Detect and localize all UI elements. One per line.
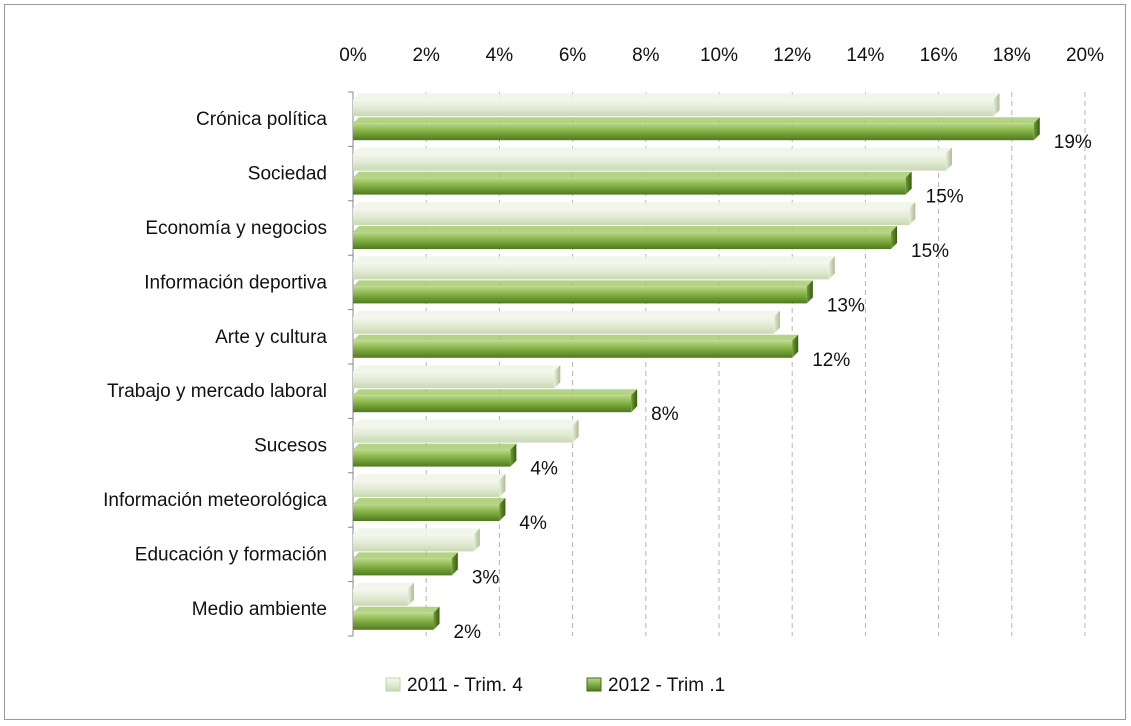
x-tick-label: 8% [632, 45, 660, 66]
x-tick-label: 12% [773, 45, 811, 66]
bar-2011-trim4 [353, 582, 414, 606]
x-tick-label: 6% [559, 45, 587, 66]
category-label: Sociedad [248, 164, 327, 185]
bar-2012-trim1 [353, 226, 898, 249]
x-tick-label: 2% [412, 45, 440, 66]
bar-2012-trim1 [353, 171, 912, 195]
data-label: 15% [926, 187, 964, 208]
data-label: 2% [454, 622, 482, 643]
category-label: Trabajo y mercado laboral [107, 381, 327, 402]
category-label: Información meteorológica [103, 490, 327, 511]
bar-2011-trim4 [353, 310, 780, 334]
bar-2012-trim1 [353, 389, 638, 413]
x-tick-label: 16% [920, 45, 958, 66]
x-tick-label: 18% [993, 45, 1031, 66]
category-label: Educación y formación [135, 544, 327, 565]
data-label: 15% [911, 241, 949, 262]
data-label: 3% [472, 567, 500, 588]
bar-2011-trim4 [353, 528, 480, 552]
bar-2011-trim4 [353, 147, 952, 171]
category-label: Información deportiva [144, 272, 327, 293]
bar-2012-trim1 [353, 498, 506, 521]
bar-2011-trim4 [353, 474, 506, 497]
bar-2012-trim1 [353, 117, 1040, 141]
category-label: Arte y cultura [215, 327, 327, 348]
data-label: 12% [812, 350, 850, 371]
category-label: Crónica política [196, 109, 327, 130]
x-tick-label: 10% [700, 45, 738, 66]
x-tick-label: 0% [339, 45, 367, 66]
bar-2011-trim4 [353, 419, 579, 443]
data-label: 4% [530, 459, 558, 480]
legend-swatch [385, 677, 401, 692]
bar-2012-trim1 [353, 443, 517, 467]
category-label: Economía y negocios [145, 218, 327, 239]
bar-2011-trim4 [353, 202, 916, 225]
legend-swatch [586, 677, 602, 692]
legend-item-2011-trim4: 2011 - Trim. 4 [385, 675, 523, 696]
data-label: 13% [827, 295, 865, 316]
bar-2011-trim4 [353, 93, 1000, 117]
x-tick-label: 20% [1066, 45, 1104, 66]
data-label: 4% [519, 513, 547, 534]
legend-item-2012-trim1: 2012 - Trim .1 [586, 675, 725, 696]
x-tick-label: 14% [846, 45, 884, 66]
data-label: 19% [1054, 132, 1092, 153]
bar-2011-trim4 [353, 365, 561, 389]
bar-2012-trim1 [353, 280, 813, 304]
x-tick-label: 4% [486, 45, 514, 66]
bar-2012-trim1 [353, 334, 799, 358]
category-label: Medio ambiente [192, 599, 327, 620]
bar-2012-trim1 [353, 552, 458, 576]
bar-2011-trim4 [353, 256, 835, 280]
category-label: Sucesos [254, 436, 327, 457]
data-label: 8% [651, 404, 679, 425]
legend-label: 2012 - Trim .1 [608, 675, 725, 696]
legend-label: 2011 - Trim. 4 [407, 675, 523, 696]
bar-2012-trim1 [353, 606, 440, 630]
